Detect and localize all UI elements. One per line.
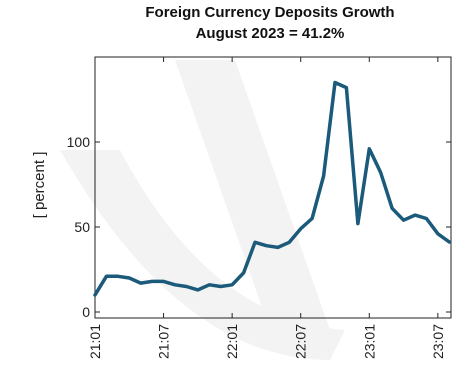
- data-point: [173, 283, 177, 286]
- data-point: [162, 280, 165, 283]
- series-line: [93, 80, 452, 297]
- data-point: [128, 276, 131, 280]
- data-point: [402, 219, 405, 222]
- data-point: [368, 147, 371, 150]
- data-point: [265, 244, 268, 247]
- data-point: [345, 86, 348, 89]
- chart-subtitle: August 2023 = 41.2%: [196, 25, 345, 42]
- data-point: [139, 281, 142, 285]
- y-axis-label: [ percent ]: [31, 152, 48, 219]
- x-tick-label: 23:01: [361, 324, 377, 359]
- data-point: [448, 240, 451, 244]
- data-point: [288, 241, 291, 244]
- data-point: [299, 227, 302, 230]
- x-tick-label: 22:01: [224, 324, 240, 359]
- data-point: [116, 275, 120, 278]
- data-point: [150, 280, 154, 283]
- x-tick-label: 21:01: [87, 324, 103, 359]
- data-point: [356, 222, 360, 225]
- data-point: [93, 293, 97, 297]
- data-point: [253, 241, 257, 244]
- data-point: [413, 213, 417, 217]
- y-tick-label: 50: [74, 219, 90, 235]
- axes-box: [94, 56, 452, 319]
- data-point: [219, 285, 222, 288]
- plot-area: 0 50 100 21:01 21:07 22:01 22:07 23:01 23:07: [67, 56, 452, 359]
- data-point: [436, 232, 440, 235]
- data-point: [390, 207, 394, 210]
- data-point: [425, 217, 428, 220]
- data-point: [196, 288, 200, 292]
- data-point: [310, 217, 314, 220]
- x-tick-label: 21:07: [156, 324, 172, 359]
- data-point: [105, 275, 108, 278]
- watermark: [60, 60, 345, 360]
- y-tick-label: 100: [67, 134, 91, 150]
- data-point: [208, 283, 211, 286]
- y-tick-label: 0: [82, 304, 90, 320]
- data-point: [276, 246, 280, 249]
- chart-title: Foreign Currency Deposits Growth: [145, 4, 394, 21]
- data-point: [185, 285, 188, 288]
- data-point: [379, 171, 382, 174]
- x-tick-label: 22:07: [293, 324, 309, 359]
- data-point: [230, 283, 234, 286]
- data-point: [242, 271, 245, 275]
- data-point: [322, 174, 325, 178]
- x-tick-label: 23:07: [430, 324, 446, 359]
- data-point: [333, 81, 337, 84]
